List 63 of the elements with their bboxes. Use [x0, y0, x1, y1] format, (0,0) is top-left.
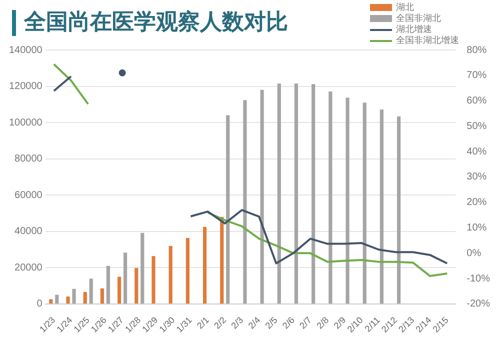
bar [328, 92, 332, 304]
chart-title: 全国尚在医学观察人数对比 [12, 10, 288, 36]
bar [72, 288, 76, 304]
legend-label: 全国非湖北增速 [396, 34, 459, 47]
bar [123, 252, 128, 304]
bar [220, 216, 224, 304]
y2-tick-label: 0% [466, 248, 482, 259]
y2-tick-label: 30% [466, 172, 487, 183]
bar [152, 256, 156, 304]
y-tick-label: 40000 [14, 226, 43, 238]
bar [346, 98, 350, 304]
bar [134, 268, 138, 304]
bar [100, 288, 104, 304]
x-tick-label: 2/3 [229, 314, 246, 331]
y-tick-label: 0 [36, 298, 43, 310]
y2-tick-label: 70% [466, 70, 487, 82]
y-tick-label: 100000 [8, 117, 43, 128]
bar [83, 292, 87, 304]
x-tick-label: 2/7 [298, 314, 314, 331]
x-tick-label: 2/5 [263, 314, 280, 331]
y2-tick-label: 10% [466, 222, 487, 234]
bar [186, 238, 190, 304]
bar [380, 110, 384, 304]
bar [202, 226, 207, 304]
legend-label: 全国非湖北 [396, 12, 441, 24]
y2-tick-label: -20% [466, 298, 490, 310]
bar [49, 299, 53, 304]
bar [362, 102, 366, 304]
y2-tick-label: 50% [466, 120, 487, 132]
y2-tick-label: 80% [466, 44, 487, 56]
bar [106, 266, 110, 304]
x-tick-label: 2/1 [195, 314, 211, 331]
x-tick-label: 2/8 [314, 314, 331, 331]
bar [277, 84, 281, 304]
x-tick-label: 2/11 [362, 314, 382, 334]
bar [243, 100, 247, 304]
bar [397, 116, 401, 304]
bar [118, 276, 122, 304]
bar [89, 278, 93, 304]
y-tick-label: 80000 [14, 154, 43, 165]
y-tick-label: 20000 [14, 262, 43, 274]
x-tick-label: 2/6 [280, 314, 296, 331]
bar [260, 90, 264, 304]
bar [226, 115, 230, 304]
bar [168, 246, 172, 304]
bar [312, 84, 316, 304]
x-tick-label: 2/2 [212, 314, 228, 331]
y2-tick-label: 60% [466, 96, 487, 107]
x-tick-label: 2/4 [246, 314, 262, 331]
y2-tick-label: 20% [466, 197, 487, 208]
legend-label: 湖北 [396, 2, 414, 14]
y2-tick-label: 40% [466, 146, 487, 158]
x-tick-label: 1/31 [174, 314, 194, 334]
x-tick-label: 2/9 [332, 314, 348, 331]
legend-label: 湖北增速 [396, 24, 432, 36]
bar [294, 84, 298, 304]
bar [140, 232, 144, 304]
y-tick-label: 120000 [8, 81, 43, 92]
y2-tick-label: -10% [466, 273, 490, 284]
y-tick-label: 60000 [14, 190, 43, 201]
bar [55, 294, 59, 304]
bar [66, 296, 70, 304]
y-tick-label: 140000 [8, 44, 43, 56]
